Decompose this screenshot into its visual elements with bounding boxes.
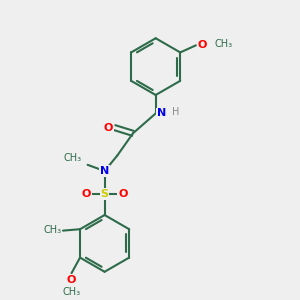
- Text: O: O: [197, 40, 207, 50]
- Text: O: O: [118, 189, 128, 199]
- Text: H: H: [172, 107, 179, 117]
- Text: CH₃: CH₃: [214, 40, 232, 50]
- Text: CH₃: CH₃: [44, 225, 62, 235]
- Text: N: N: [100, 166, 109, 176]
- Text: CH₃: CH₃: [64, 153, 82, 164]
- Text: S: S: [100, 189, 109, 199]
- Text: O: O: [103, 123, 113, 133]
- Text: O: O: [82, 189, 91, 199]
- Text: O: O: [67, 275, 76, 285]
- Text: N: N: [157, 108, 166, 118]
- Text: CH₃: CH₃: [62, 287, 81, 297]
